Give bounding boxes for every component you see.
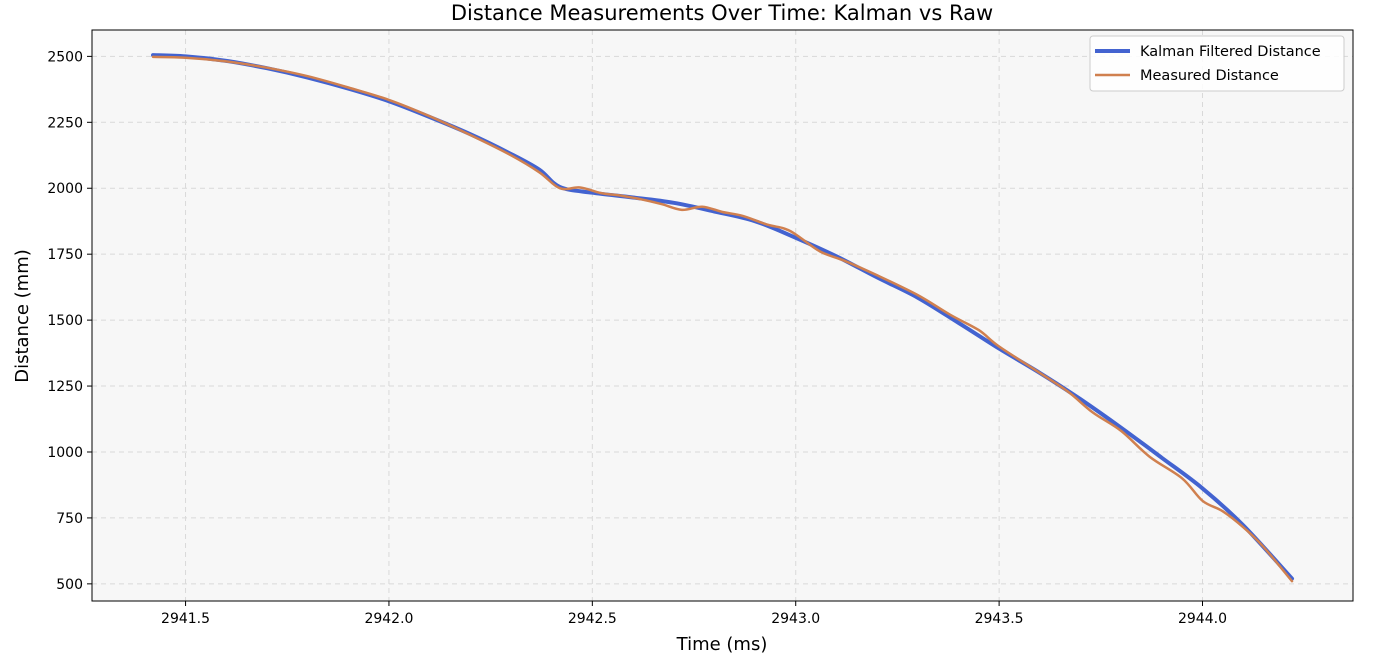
x-axis-label: Time (ms) [676, 634, 768, 655]
legend-label-kalman: Kalman Filtered Distance [1140, 44, 1321, 60]
y-tick-label: 2250 [47, 115, 83, 131]
y-tick-label: 1250 [47, 379, 83, 395]
y-axis-label: Distance (mm) [12, 249, 33, 383]
series-line-measured [151, 55, 1294, 583]
y-tick-label: 750 [56, 511, 83, 527]
plot-border [91, 29, 1354, 602]
legend: Kalman Filtered Distance Measured Distan… [1089, 35, 1345, 92]
y-tick-label: 1750 [47, 247, 83, 263]
y-tick-label: 2000 [47, 181, 83, 197]
series-layer [151, 53, 1294, 583]
chart-title: Distance Measurements Over Time: Kalman … [451, 1, 993, 25]
y-tick-label: 500 [56, 577, 83, 593]
x-tick-label: 2943.0 [771, 611, 820, 627]
x-tick-label: 2943.5 [975, 611, 1024, 627]
y-tick-label: 2500 [47, 49, 83, 65]
legend-label-measured: Measured Distance [1140, 68, 1279, 84]
plot-area [92, 30, 1353, 601]
y-tick-label: 1000 [47, 445, 83, 461]
x-tick-label: 2942.5 [568, 611, 617, 627]
x-tick-label: 2942.0 [364, 611, 413, 627]
grid [92, 30, 1353, 601]
x-tick-label: 2944.0 [1178, 611, 1227, 627]
x-tick-label: 2941.5 [161, 611, 210, 627]
y-tick-label: 1500 [47, 313, 83, 329]
ticks: 2941.5 2942.0 2942.5 2943.0 2943.5 2944.0 500 7… [47, 49, 1227, 627]
legend-box [1089, 35, 1345, 92]
